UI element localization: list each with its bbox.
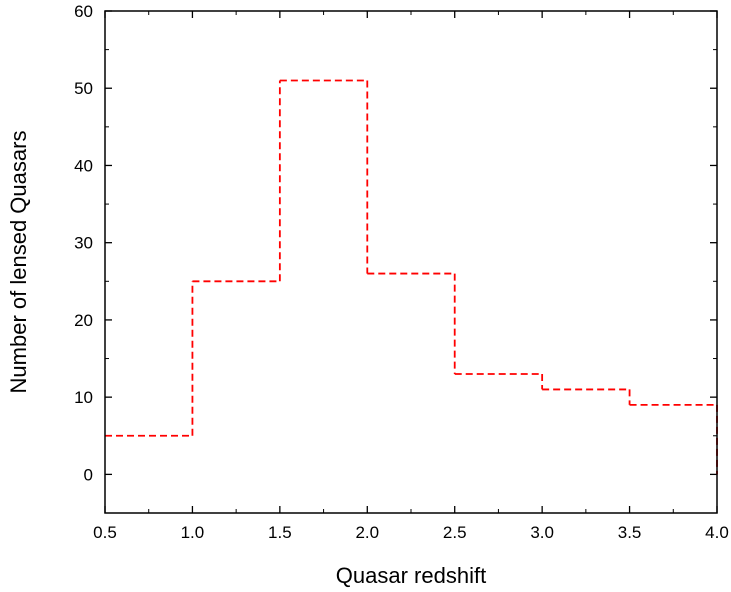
x-tick-label: 2.0 [355, 523, 379, 542]
y-tick-label: 30 [74, 234, 93, 253]
y-tick-label: 20 [74, 311, 93, 330]
x-tick-label: 1.5 [268, 523, 292, 542]
x-tick-label: 0.5 [93, 523, 117, 542]
plot-frame [104, 10, 718, 514]
y-tick-label: 40 [74, 156, 93, 175]
y-tick-label: 10 [74, 388, 93, 407]
y-axis-title: Number of lensed Quasars [6, 131, 31, 394]
x-axis-title: Quasar redshift [336, 563, 486, 588]
x-tick-label: 4.0 [705, 523, 729, 542]
x-tick-label: 3.0 [530, 523, 554, 542]
series-layer [105, 79, 718, 475]
minor-ticks [105, 11, 717, 514]
y-tick-label: 60 [74, 2, 93, 21]
x-tick-label: 1.0 [181, 523, 205, 542]
x-tick-label: 2.5 [443, 523, 467, 542]
y-tick-label: 50 [74, 79, 93, 98]
x-tick-label: 3.5 [618, 523, 642, 542]
y-tick-labels: 0 10 20 30 40 50 60 [74, 2, 93, 484]
x-tick-labels: 0.5 1.0 1.5 2.0 2.5 3.0 3.5 4.0 [93, 523, 729, 542]
major-ticks [104, 10, 718, 513]
y-tick-label: 0 [84, 465, 93, 484]
